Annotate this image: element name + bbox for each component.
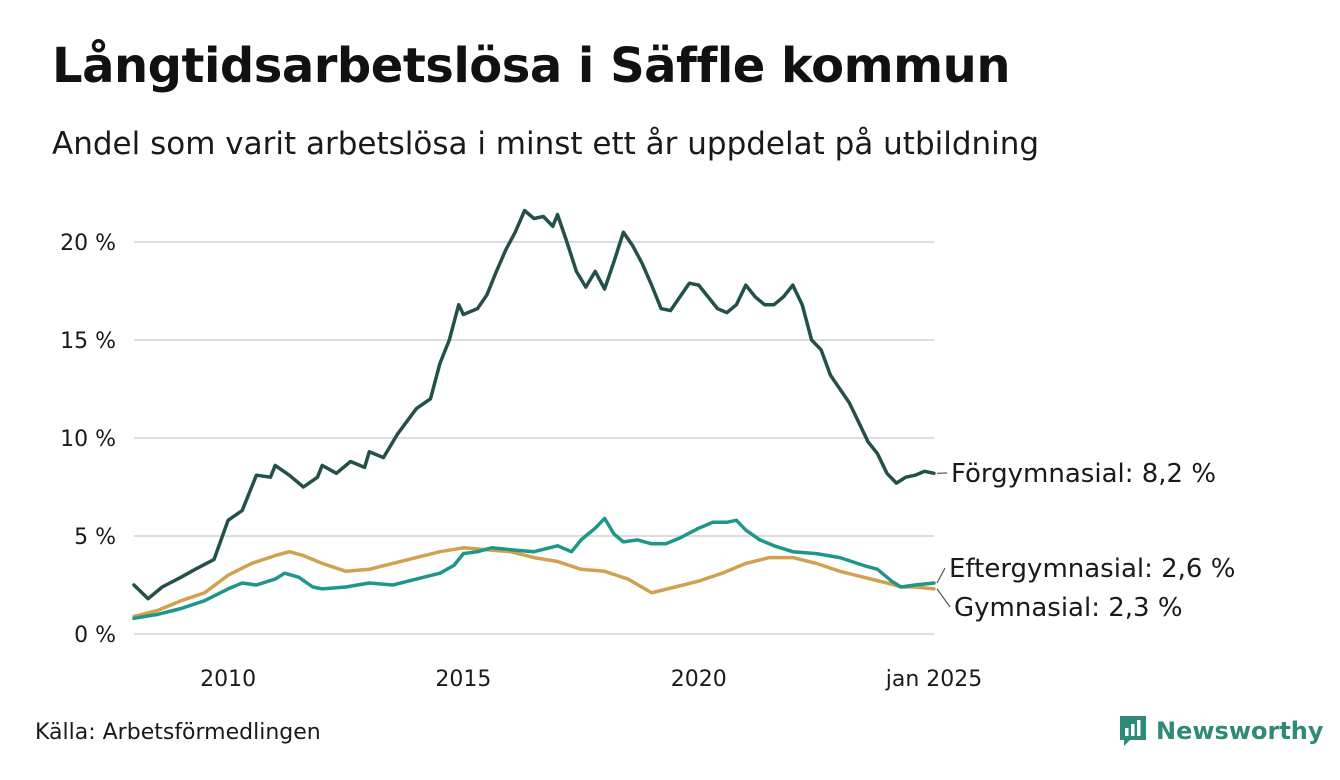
- x-tick-label: 2015: [435, 667, 491, 692]
- line-chart: 0 %5 %10 %15 %20 % 2010 2015 2020 jan 2025 …: [60, 208, 1235, 692]
- label-leader-line: [936, 588, 951, 608]
- y-axis: 0 % 5 % 10 % 15 % 20 %: [60, 231, 116, 648]
- series-labels: Förgymnasial: 8,2 % Eftergymnasial: 2,6 %…: [936, 459, 1235, 623]
- series-line-eftergymnasial: [132, 516, 936, 621]
- x-tick-label: 2020: [671, 667, 727, 692]
- source-note: Källa: Arbetsförmedlingen: [35, 720, 321, 745]
- label-leader-line: [936, 567, 946, 584]
- chart-title: Långtidsarbetslösa i Säffle kommun: [52, 38, 1011, 94]
- y-tick-label: 10 %: [60, 427, 116, 452]
- newsworthy-logo-icon: [1120, 716, 1146, 746]
- x-axis: 2010 2015 2020 jan 2025: [200, 667, 982, 692]
- series-label-förgymnasial: Förgymnasial: 8,2 %: [951, 459, 1216, 489]
- series-line-förgymnasial: [132, 208, 936, 601]
- chart-subtitle: Andel som varit arbetslösa i minst ett å…: [52, 126, 1040, 162]
- y-tick-label: 5 %: [74, 525, 116, 550]
- series-lines: [132, 208, 936, 621]
- grid: [134, 241, 934, 635]
- series-line-gymnasial: [132, 546, 936, 619]
- y-tick-label: 15 %: [60, 329, 116, 354]
- brand-logo: Newsworthy: [1118, 714, 1324, 748]
- x-tick-label: jan 2025: [885, 667, 983, 692]
- series-label-gymnasial: Gymnasial: 2,3 %: [954, 593, 1183, 623]
- y-tick-label: 0 %: [74, 623, 116, 648]
- x-tick-label: 2010: [200, 667, 256, 692]
- series-label-eftergymnasial: Eftergymnasial: 2,6 %: [949, 554, 1235, 584]
- brand-name: Newsworthy: [1156, 717, 1324, 745]
- y-tick-label: 20 %: [60, 231, 116, 256]
